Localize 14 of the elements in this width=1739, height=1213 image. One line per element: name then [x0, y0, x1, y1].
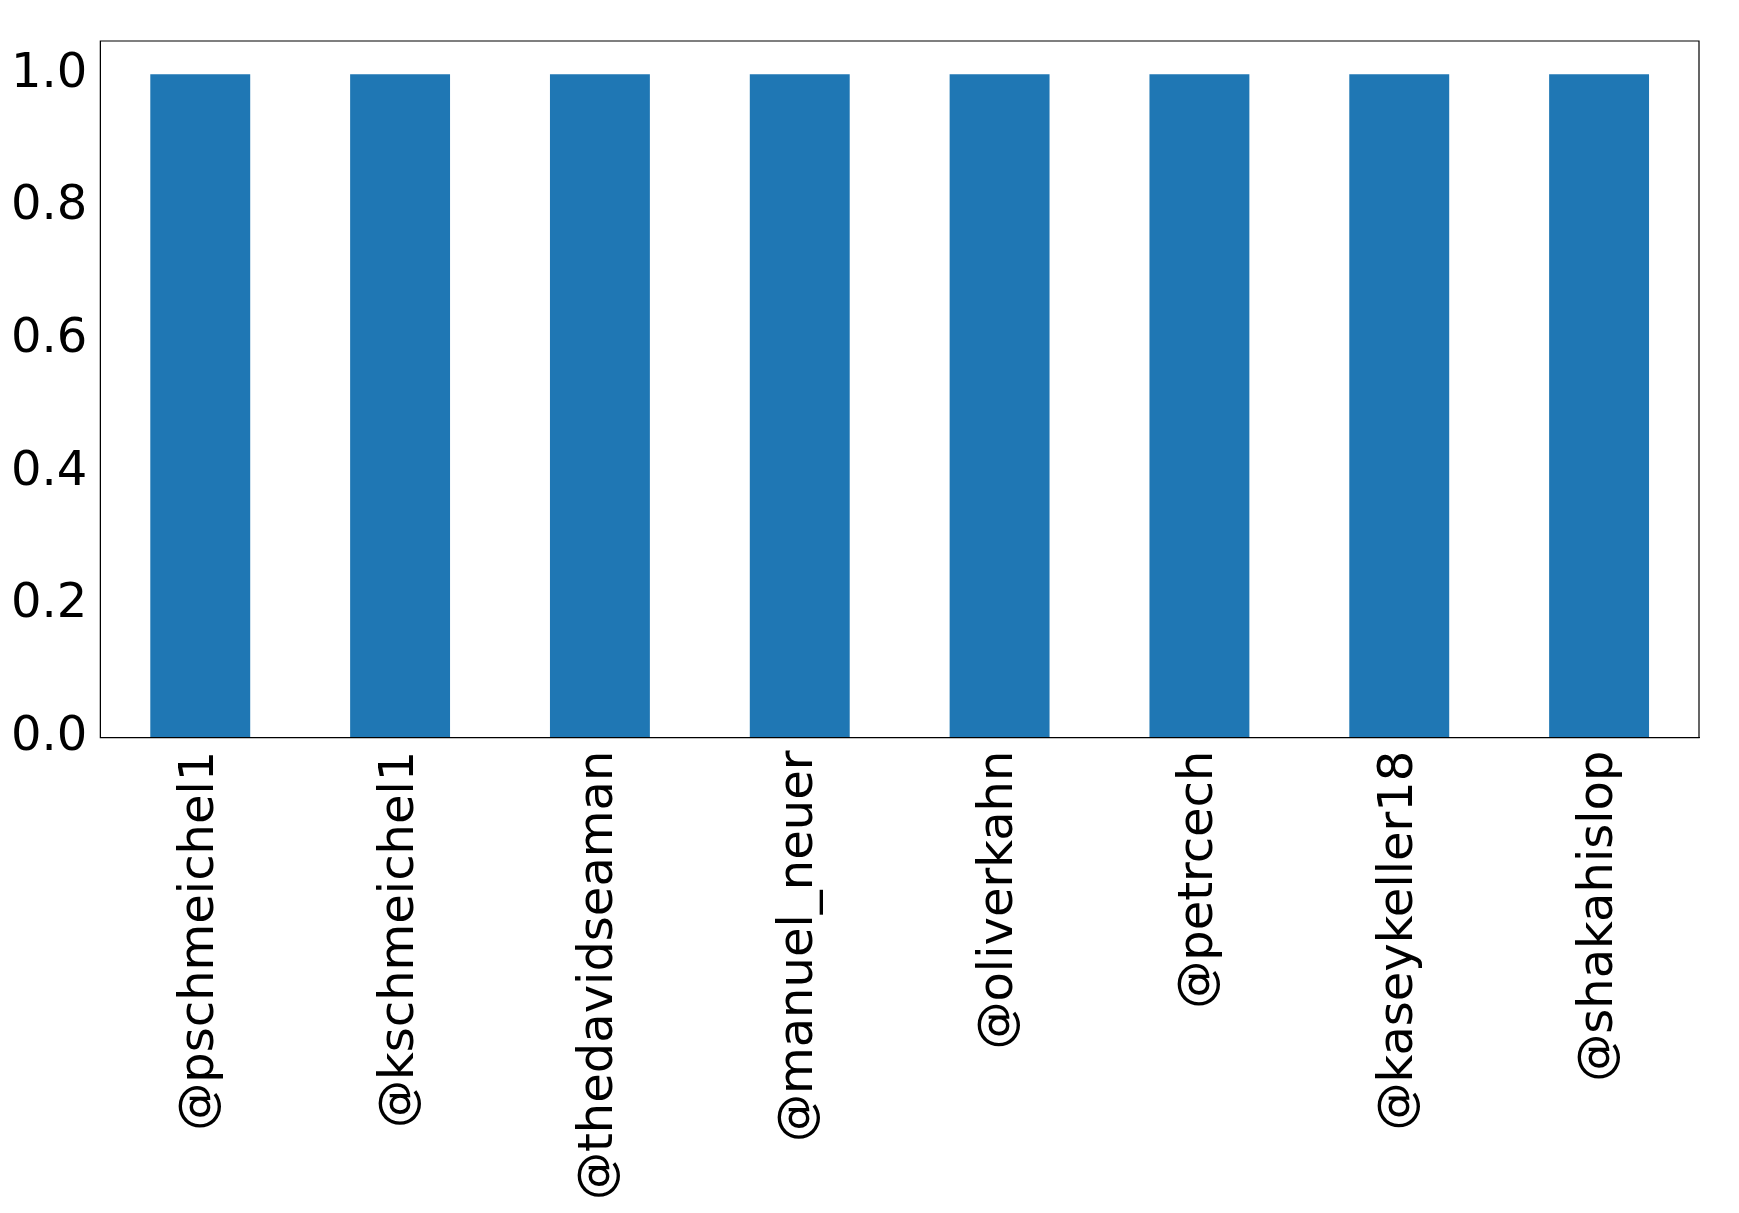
x-tick-label: @kschmeichel1 [367, 750, 424, 1129]
y-tick-label: 0.8 [10, 174, 88, 231]
y-tick-label: 0.0 [10, 705, 88, 762]
x-tick-label: @shakahislop [1566, 750, 1623, 1082]
x-tick-label: @pschmeichel1 [167, 750, 224, 1131]
y-tick-label: 0.6 [10, 307, 88, 364]
x-tick-label: @kaseykeller18 [1366, 750, 1423, 1131]
x-tick-label: @thedavidseaman [567, 750, 624, 1201]
y-tick-label: 1.0 [10, 41, 88, 98]
x-tick-label: @oliverkahn [967, 750, 1024, 1050]
x-tick-label: @petrcech [1166, 750, 1223, 1009]
y-tick-label: 0.4 [10, 439, 88, 496]
y-tick-label: 0.2 [10, 572, 88, 629]
x-tick-label: @manuel_neuer [767, 750, 824, 1143]
